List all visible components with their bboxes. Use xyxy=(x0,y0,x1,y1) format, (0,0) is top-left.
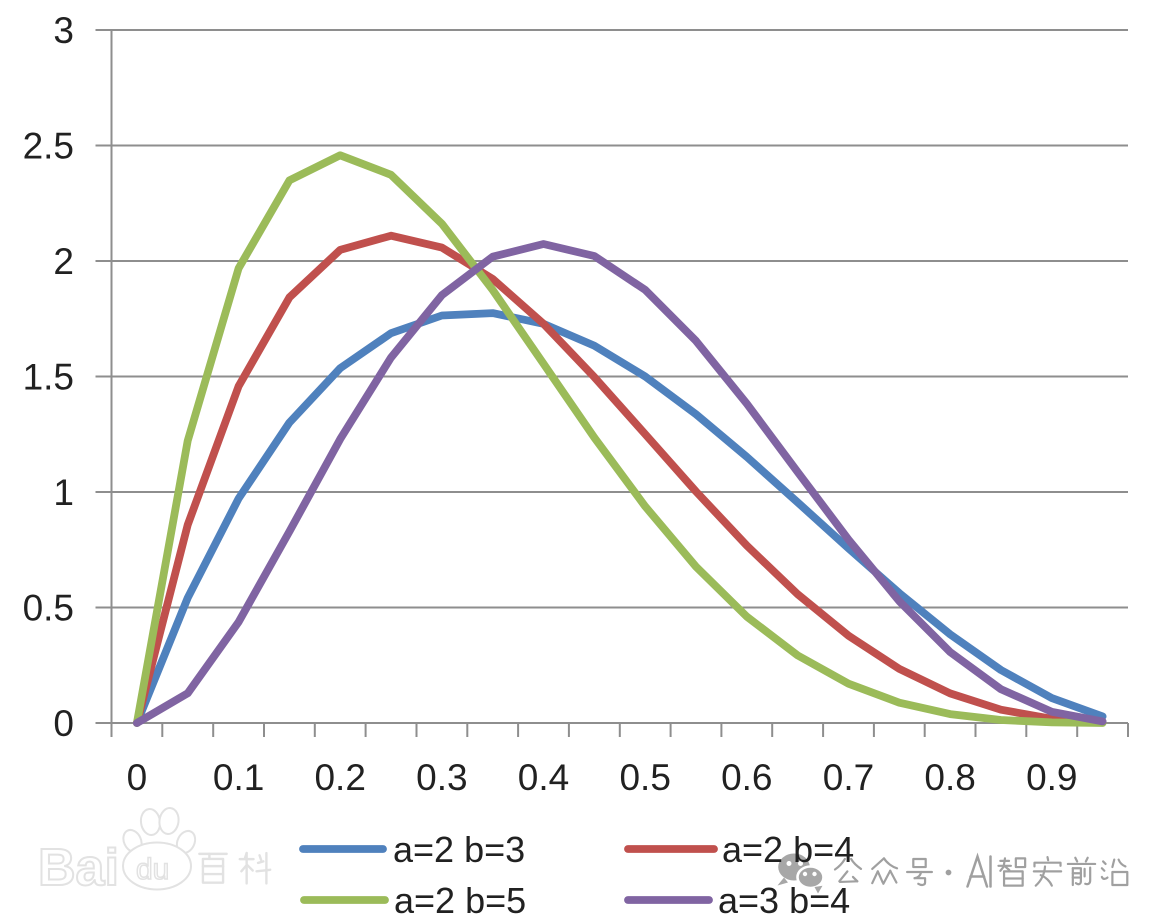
svg-text:0.3: 0.3 xyxy=(416,757,467,798)
svg-text:du: du xyxy=(136,853,169,886)
svg-text:3: 3 xyxy=(53,10,74,51)
svg-text:0.1: 0.1 xyxy=(213,757,264,798)
svg-text:a=2 b=5: a=2 b=5 xyxy=(394,880,526,919)
svg-text:2.5: 2.5 xyxy=(23,126,74,167)
svg-text:0.4: 0.4 xyxy=(518,757,569,798)
svg-text:0.2: 0.2 xyxy=(314,757,365,798)
svg-text:0.5: 0.5 xyxy=(619,757,670,798)
svg-text:1: 1 xyxy=(53,472,74,513)
svg-text:a=2 b=4: a=2 b=4 xyxy=(722,829,854,870)
svg-text:0: 0 xyxy=(53,703,74,744)
svg-text:Bai: Bai xyxy=(38,839,119,897)
svg-text:0.7: 0.7 xyxy=(823,757,874,798)
svg-text:a=3 b=4: a=3 b=4 xyxy=(718,880,850,919)
svg-text:0.6: 0.6 xyxy=(721,757,772,798)
svg-text:0.5: 0.5 xyxy=(23,588,74,629)
svg-text:0.8: 0.8 xyxy=(924,757,975,798)
svg-text:a=2 b=3: a=2 b=3 xyxy=(393,829,525,870)
svg-text:1.5: 1.5 xyxy=(23,357,74,398)
svg-text:0.9: 0.9 xyxy=(1026,757,1077,798)
svg-text:2: 2 xyxy=(53,241,74,282)
svg-text:0: 0 xyxy=(127,757,148,798)
